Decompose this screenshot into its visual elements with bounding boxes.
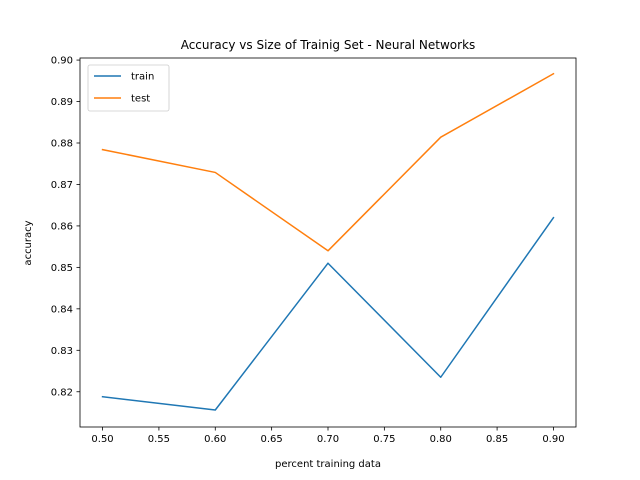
y-tick-label: 0.83 bbox=[51, 346, 73, 357]
series-line-test bbox=[101, 72, 555, 252]
series-line-train bbox=[101, 216, 555, 411]
x-tick-label: 0.55 bbox=[148, 434, 170, 445]
y-tick-label: 0.87 bbox=[51, 180, 73, 191]
y-tick-label: 0.82 bbox=[51, 387, 73, 398]
x-tick-label: 0.75 bbox=[373, 434, 395, 445]
x-axis-label: percent training data bbox=[275, 459, 381, 470]
legend: train test bbox=[87, 64, 170, 112]
y-tick-label: 0.88 bbox=[51, 138, 73, 149]
legend-box bbox=[87, 64, 170, 112]
plot-area: 0.50 0.55 0.60 0.65 0.70 0.75 0.80 0.85 0.90 0.82… bbox=[51, 56, 577, 445]
legend-label-train: train bbox=[131, 72, 154, 83]
x-tick-label: 0.90 bbox=[542, 434, 564, 445]
x-tick-label: 0.50 bbox=[91, 434, 113, 445]
legend-label-test: test bbox=[131, 94, 150, 105]
x-tick-label: 0.85 bbox=[486, 434, 508, 445]
y-tick-label: 0.90 bbox=[51, 56, 73, 67]
y-tick-label: 0.86 bbox=[51, 221, 73, 232]
y-tick-label: 0.85 bbox=[51, 263, 73, 274]
y-axis-label: accuracy bbox=[23, 220, 34, 265]
x-tick-label: 0.65 bbox=[261, 434, 283, 445]
chart-title: Accuracy vs Size of Trainig Set - Neural… bbox=[181, 38, 476, 52]
y-tick-label: 0.89 bbox=[51, 97, 73, 108]
x-tick-label: 0.80 bbox=[430, 434, 452, 445]
y-tick-label: 0.84 bbox=[51, 304, 73, 315]
x-tick-label: 0.60 bbox=[204, 434, 226, 445]
x-tick-label: 0.70 bbox=[317, 434, 339, 445]
